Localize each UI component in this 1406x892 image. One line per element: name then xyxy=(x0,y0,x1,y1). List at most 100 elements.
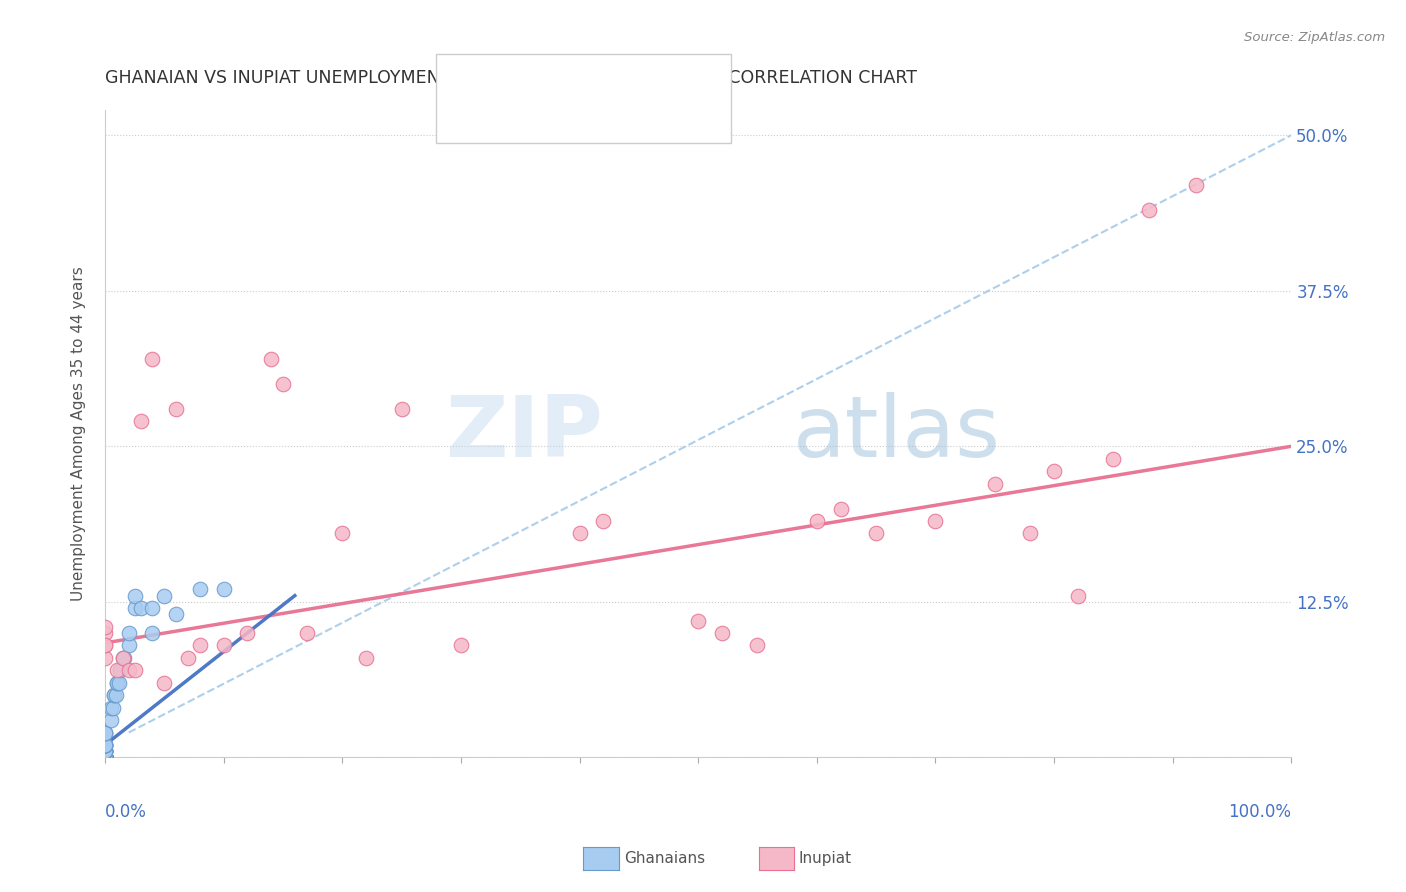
Text: R = 0.324  N = 67: R = 0.324 N = 67 xyxy=(491,75,630,89)
Point xyxy=(94,744,117,758)
Point xyxy=(94,725,117,739)
Text: 0.0%: 0.0% xyxy=(105,803,146,821)
Point xyxy=(129,601,152,615)
Point xyxy=(806,514,828,528)
Point xyxy=(924,514,946,528)
Point xyxy=(112,650,135,665)
Text: 100.0%: 100.0% xyxy=(1229,803,1291,821)
Point xyxy=(747,639,769,653)
Point xyxy=(568,526,591,541)
Point xyxy=(129,414,152,428)
Text: R = 0.399  N = 40: R = 0.399 N = 40 xyxy=(491,109,630,123)
Point xyxy=(111,650,134,665)
Point xyxy=(710,626,733,640)
Point xyxy=(153,589,176,603)
Point xyxy=(212,582,235,597)
Point xyxy=(1137,202,1160,217)
Point xyxy=(104,688,127,702)
Point xyxy=(105,663,128,677)
Point xyxy=(94,738,117,752)
Point xyxy=(830,501,852,516)
Point xyxy=(330,526,353,541)
Point xyxy=(260,352,283,367)
Point xyxy=(141,626,163,640)
Point xyxy=(153,675,176,690)
Point xyxy=(94,750,117,764)
Point xyxy=(141,352,163,367)
Point xyxy=(141,601,163,615)
Text: Inupiat: Inupiat xyxy=(799,851,852,865)
Point xyxy=(94,750,117,764)
Point xyxy=(177,650,200,665)
Point xyxy=(688,614,710,628)
Text: ZIP: ZIP xyxy=(446,392,603,475)
Point xyxy=(188,582,211,597)
Point xyxy=(124,589,146,603)
Point xyxy=(94,738,117,752)
Point xyxy=(94,750,117,764)
Point xyxy=(450,639,472,653)
Point xyxy=(212,639,235,653)
Point xyxy=(94,750,117,764)
Point xyxy=(110,663,132,677)
Point xyxy=(103,688,125,702)
Point xyxy=(94,639,117,653)
Point xyxy=(103,688,125,702)
Text: Source: ZipAtlas.com: Source: ZipAtlas.com xyxy=(1244,31,1385,45)
Point xyxy=(94,750,117,764)
Point xyxy=(165,401,187,416)
Point xyxy=(354,650,377,665)
Point xyxy=(94,750,117,764)
Point xyxy=(94,750,117,764)
Point xyxy=(94,750,117,764)
Point xyxy=(94,750,117,764)
Point xyxy=(105,675,128,690)
Point xyxy=(94,750,117,764)
Point xyxy=(865,526,887,541)
Point xyxy=(94,750,117,764)
Point xyxy=(94,725,117,739)
Text: GHANAIAN VS INUPIAT UNEMPLOYMENT AMONG AGES 35 TO 44 YEARS CORRELATION CHART: GHANAIAN VS INUPIAT UNEMPLOYMENT AMONG A… xyxy=(105,69,917,87)
Point xyxy=(94,750,117,764)
Point xyxy=(1102,451,1125,466)
Text: Ghanaians: Ghanaians xyxy=(624,851,706,865)
Point xyxy=(94,744,117,758)
Point xyxy=(94,750,117,764)
Point xyxy=(94,750,117,764)
Point xyxy=(94,738,117,752)
Point xyxy=(94,750,117,764)
Point xyxy=(1185,178,1208,192)
Point xyxy=(165,607,187,622)
Point xyxy=(94,750,117,764)
Point xyxy=(94,738,117,752)
Point xyxy=(94,750,117,764)
Text: atlas: atlas xyxy=(793,392,1001,475)
Point xyxy=(124,663,146,677)
Point xyxy=(118,626,141,640)
Point xyxy=(94,744,117,758)
Point xyxy=(94,744,117,758)
Point xyxy=(271,377,294,392)
Point xyxy=(94,750,117,764)
Point xyxy=(94,750,117,764)
Point xyxy=(94,738,117,752)
Point xyxy=(118,663,141,677)
Point xyxy=(118,639,141,653)
Point xyxy=(94,620,117,634)
Point xyxy=(94,750,117,764)
Point xyxy=(103,700,125,714)
Point xyxy=(1019,526,1042,541)
Point xyxy=(94,750,117,764)
Y-axis label: Unemployment Among Ages 35 to 44 years: Unemployment Among Ages 35 to 44 years xyxy=(72,267,86,601)
Point xyxy=(124,601,146,615)
Point xyxy=(94,650,117,665)
Point xyxy=(391,401,413,416)
Point xyxy=(984,476,1007,491)
Point xyxy=(94,750,117,764)
Point xyxy=(94,750,117,764)
Point xyxy=(94,750,117,764)
Point xyxy=(108,675,131,690)
Point xyxy=(94,738,117,752)
Point xyxy=(94,744,117,758)
Point xyxy=(295,626,318,640)
